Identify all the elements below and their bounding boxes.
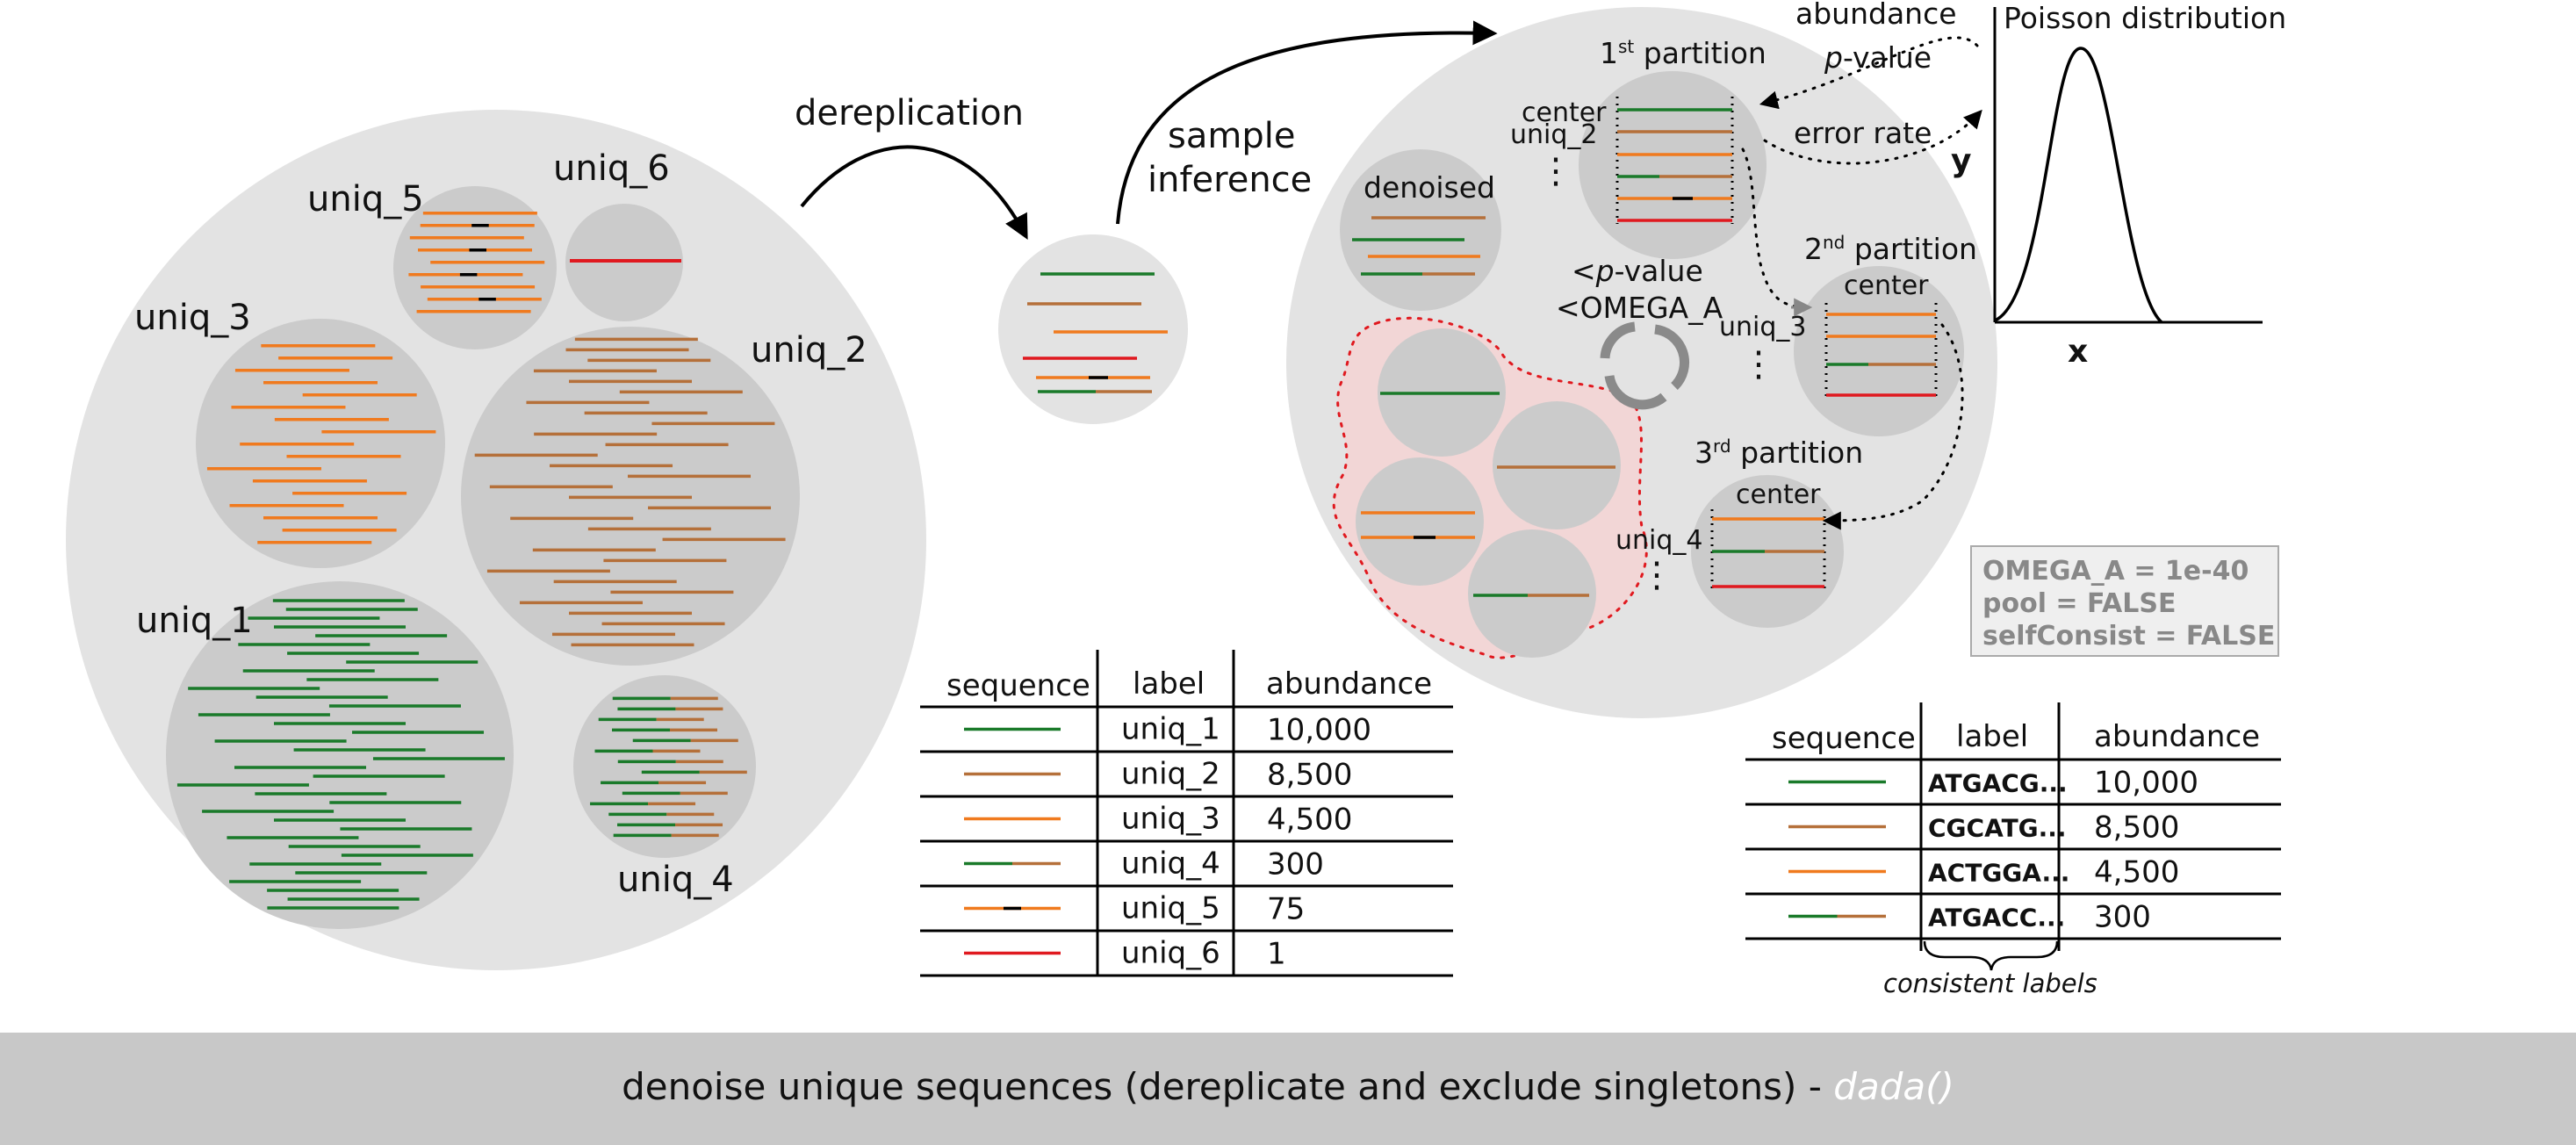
table1-rows: uniq_1 10,000 uniq_2 8,500 uniq_3 4,500 uniq_4… <box>920 705 1453 977</box>
table2-row-label: CGCATG... <box>1928 814 2067 843</box>
poisson-curve <box>1994 47 2163 324</box>
partition-1-to-2-arrow <box>1741 148 1810 309</box>
partition-2-center-label: center <box>1844 270 1929 301</box>
poisson-plot: Poisson distribution y x <box>1951 1 2286 370</box>
uniq-4-reads <box>590 696 747 838</box>
partition-1-uniq-2-label: uniq_2 <box>1510 119 1598 150</box>
uniq-4-label: uniq_4 <box>617 860 734 900</box>
unassigned-cluster-brown <box>1493 401 1621 529</box>
omega-threshold-label: <OMEGA_A <box>1556 291 1723 325</box>
table2-header-label: label <box>1956 719 2028 754</box>
error-rate-arrow <box>1763 109 1982 165</box>
uniq-4-cluster <box>573 675 756 858</box>
table2-row-abundance: 4,500 <box>2094 855 2179 890</box>
unassigned-cluster-orange <box>1356 457 1484 586</box>
asv-table: sequence label abundance ATGACG... 10,000… <box>1745 702 2281 998</box>
param-self-consist: selfConsist = FALSE <box>1982 621 2275 652</box>
table2-header-abundance: abundance <box>2094 719 2260 754</box>
table1-row-abundance: 1 <box>1267 937 1286 972</box>
table1-row-abundance: 8,500 <box>1267 758 1352 793</box>
table1-header-sequence: sequence <box>946 668 1090 703</box>
table1-row-label: uniq_5 <box>1121 891 1220 926</box>
table2-row-abundance: 8,500 <box>2094 810 2179 846</box>
param-omega: OMEGA_A = 1e-40 <box>1982 556 2249 587</box>
table1-row-label: uniq_4 <box>1121 846 1220 882</box>
partition-3-center-label: center <box>1736 479 1821 510</box>
consistent-labels-brace <box>1923 940 2059 971</box>
table2-header-sequence: sequence <box>1772 721 1916 756</box>
table2-rows: ATGACG... 10,000 CGCATG... 8,500 ACTGGA... 4,… <box>1745 758 2281 940</box>
unique-sequences-circle <box>998 234 1188 424</box>
uniq-2-reads <box>474 337 786 647</box>
table1-row-label: uniq_2 <box>1121 757 1220 792</box>
raw-reads-pool: uniq_1 uniq_2 uniq_3 uniq_4 uniq_5 uniq_… <box>66 110 926 970</box>
footer-caption: denoise unique sequences (dereplicate an… <box>622 1065 1954 1108</box>
dereplication-arrow <box>800 145 1028 240</box>
partition-1-ellipsis: ⋮ <box>1538 151 1573 191</box>
poisson-y-label: y <box>1951 143 1971 179</box>
table1-row-label: uniq_6 <box>1121 936 1220 971</box>
poisson-x-label: x <box>2068 334 2088 370</box>
denoised-cluster <box>1340 149 1501 311</box>
table2-row-label: ATGACG... <box>1928 769 2068 798</box>
sample-inference-pool: denoised 1st partition center uniq_2 ⋮ <box>1286 7 1997 718</box>
error-rate-annotation: error rate <box>1794 116 1932 150</box>
uniq-5-label: uniq_5 <box>307 179 424 220</box>
table2-row-abundance: 300 <box>2094 900 2151 935</box>
partition-1-center-label: center <box>1522 97 1607 128</box>
parameters-frame <box>1970 545 2279 657</box>
pvalue-annotation: p-value <box>1824 40 1932 75</box>
dereplication-table: sequence label abundance uniq_1 10,000uni… <box>920 650 1453 977</box>
consistent-labels-caption: consistent labels <box>1883 969 2097 998</box>
table1-row-abundance: 300 <box>1267 847 1324 882</box>
unique-circle <box>998 234 1188 424</box>
sample-inference-label-1: sample <box>1168 116 1295 156</box>
partition-2-label: 2nd partition <box>1804 232 1977 266</box>
table2-row-abundance: 10,000 <box>2094 766 2198 801</box>
footer-background <box>0 1033 2576 1145</box>
table1-row-abundance: 75 <box>1267 892 1305 927</box>
partition-2-uniq-3-label: uniq_3 <box>1719 312 1807 342</box>
table1-row-abundance: 4,500 <box>1267 803 1352 838</box>
unassigned-cluster-mix <box>1468 529 1596 658</box>
table1-row-abundance: 10,000 <box>1267 713 1371 748</box>
partition-3-label: 3rd partition <box>1695 436 1863 470</box>
table2-row-label: ACTGGA... <box>1928 859 2069 888</box>
uniq-3-label: uniq_3 <box>134 298 251 338</box>
parameters-box: OMEGA_A = 1e-40 pool = FALSE selfConsist… <box>1970 545 2279 657</box>
param-pool: pool = FALSE <box>1982 588 2177 619</box>
uniq-1-reads <box>176 599 505 910</box>
dereplication-label: dereplication <box>795 93 1024 133</box>
sample-inference-label-2: inference <box>1148 160 1312 200</box>
table1-row-label: uniq_1 <box>1121 712 1220 747</box>
uniq-2-label: uniq_2 <box>751 330 867 371</box>
partition-3-ellipsis: ⋮ <box>1639 555 1674 595</box>
partition-1-label: 1st partition <box>1600 36 1767 70</box>
table1-row-label: uniq_3 <box>1121 802 1220 837</box>
footer-bar: denoise unique sequences (dereplicate an… <box>0 1033 2576 1145</box>
table1-header-label: label <box>1133 666 1205 702</box>
partition-2-ellipsis: ⋮ <box>1741 344 1776 385</box>
table1-header-abundance: abundance <box>1266 666 1432 702</box>
uniq-6-label: uniq_6 <box>553 148 670 189</box>
uniq-5-reads <box>408 212 545 313</box>
table2-row-label: ATGACC... <box>1928 904 2065 933</box>
partition-3-uniq-4-label: uniq_4 <box>1615 525 1703 556</box>
denoised-label: denoised <box>1364 170 1495 205</box>
partition-1-cluster <box>1579 71 1767 259</box>
poisson-title: Poisson distribution <box>2004 1 2286 35</box>
sample-inference-arrow <box>1116 20 1498 225</box>
uniq-1-cluster <box>166 581 514 929</box>
uniq-1-label: uniq_1 <box>136 601 253 641</box>
pvalue-threshold-label: <p-value <box>1572 254 1703 288</box>
recycle-icon <box>1600 321 1690 410</box>
abundance-annotation: abundance <box>1795 0 1957 31</box>
uniq-3-reads <box>206 344 436 544</box>
